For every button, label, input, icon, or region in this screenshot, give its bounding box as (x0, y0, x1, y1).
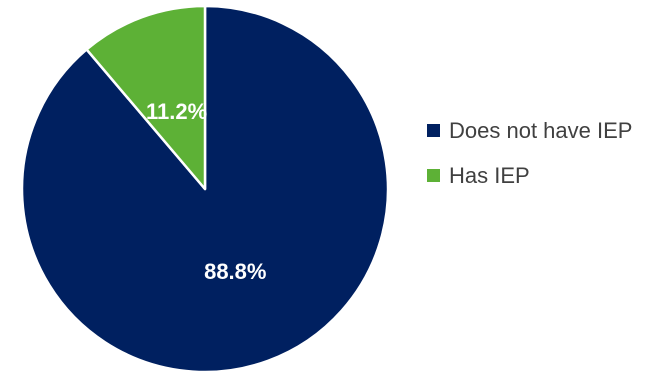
pie-slice-has-iep (85, 4, 207, 191)
pie-slices (20, 4, 390, 373)
legend-label-does-not-have-iep: Does not have IEP (449, 118, 633, 143)
legend-item-does-not-have-iep: Does not have IEP (427, 115, 647, 146)
data-label-has-iep: 11.2% (146, 99, 207, 124)
legend-item-has-iep: Has IEP (427, 160, 647, 191)
legend-label-has-iep: Has IEP (449, 163, 530, 188)
legend-swatch-has-iep (427, 169, 440, 182)
legend-swatch-does-not-have-iep (427, 124, 440, 137)
chart-legend: Does not have IEP Has IEP (427, 115, 647, 205)
data-label-does-not-have-iep: 88.8% (204, 259, 266, 284)
pie-data-labels: 88.8% 11.2% (146, 99, 266, 284)
